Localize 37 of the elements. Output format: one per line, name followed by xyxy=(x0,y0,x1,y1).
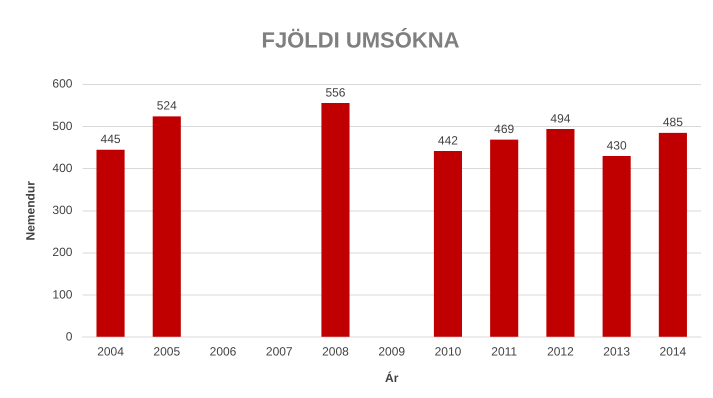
bar xyxy=(602,156,631,337)
data-label: 485 xyxy=(662,115,684,130)
y-tick-label: 0 xyxy=(66,330,73,344)
bar xyxy=(546,129,574,337)
data-label: 430 xyxy=(606,138,627,152)
bar xyxy=(152,116,181,337)
bar xyxy=(434,150,462,337)
x-tick-label: 2008 xyxy=(322,344,350,359)
x-tick-label: 2006 xyxy=(210,344,237,359)
x-tick-label: 2010 xyxy=(434,344,462,359)
x-axis-title: Ár xyxy=(385,371,399,386)
data-label: 445 xyxy=(100,132,121,146)
x-tick-label: 2012 xyxy=(547,344,574,359)
bar xyxy=(321,102,350,337)
x-tick-label: 2005 xyxy=(153,344,180,359)
data-label: 469 xyxy=(494,122,515,136)
data-label: 494 xyxy=(550,111,571,126)
bar xyxy=(658,132,687,337)
x-tick-label: 2013 xyxy=(603,344,630,359)
y-tick-label: 300 xyxy=(52,203,73,218)
x-tick-label: 2011 xyxy=(491,344,518,359)
bar xyxy=(96,150,125,337)
y-tick-label: 500 xyxy=(52,118,73,133)
y-tick-label: 600 xyxy=(52,76,73,91)
x-tick-label: 2009 xyxy=(378,344,406,359)
data-label: 556 xyxy=(325,85,346,100)
x-tick-label: 2014 xyxy=(660,344,687,359)
data-label: 524 xyxy=(156,98,178,113)
y-tick-label: 400 xyxy=(52,160,73,175)
y-tick-label: 200 xyxy=(52,245,73,260)
x-tick-label: 2007 xyxy=(266,344,293,359)
bar xyxy=(490,140,518,337)
x-tick-label: 2004 xyxy=(97,344,124,359)
chart-title: FJÖLDI UMSÓKNA xyxy=(262,27,460,52)
y-axis-title: Nemendur xyxy=(24,180,38,240)
y-tick-label: 100 xyxy=(52,287,73,302)
data-label: 442 xyxy=(438,133,458,148)
